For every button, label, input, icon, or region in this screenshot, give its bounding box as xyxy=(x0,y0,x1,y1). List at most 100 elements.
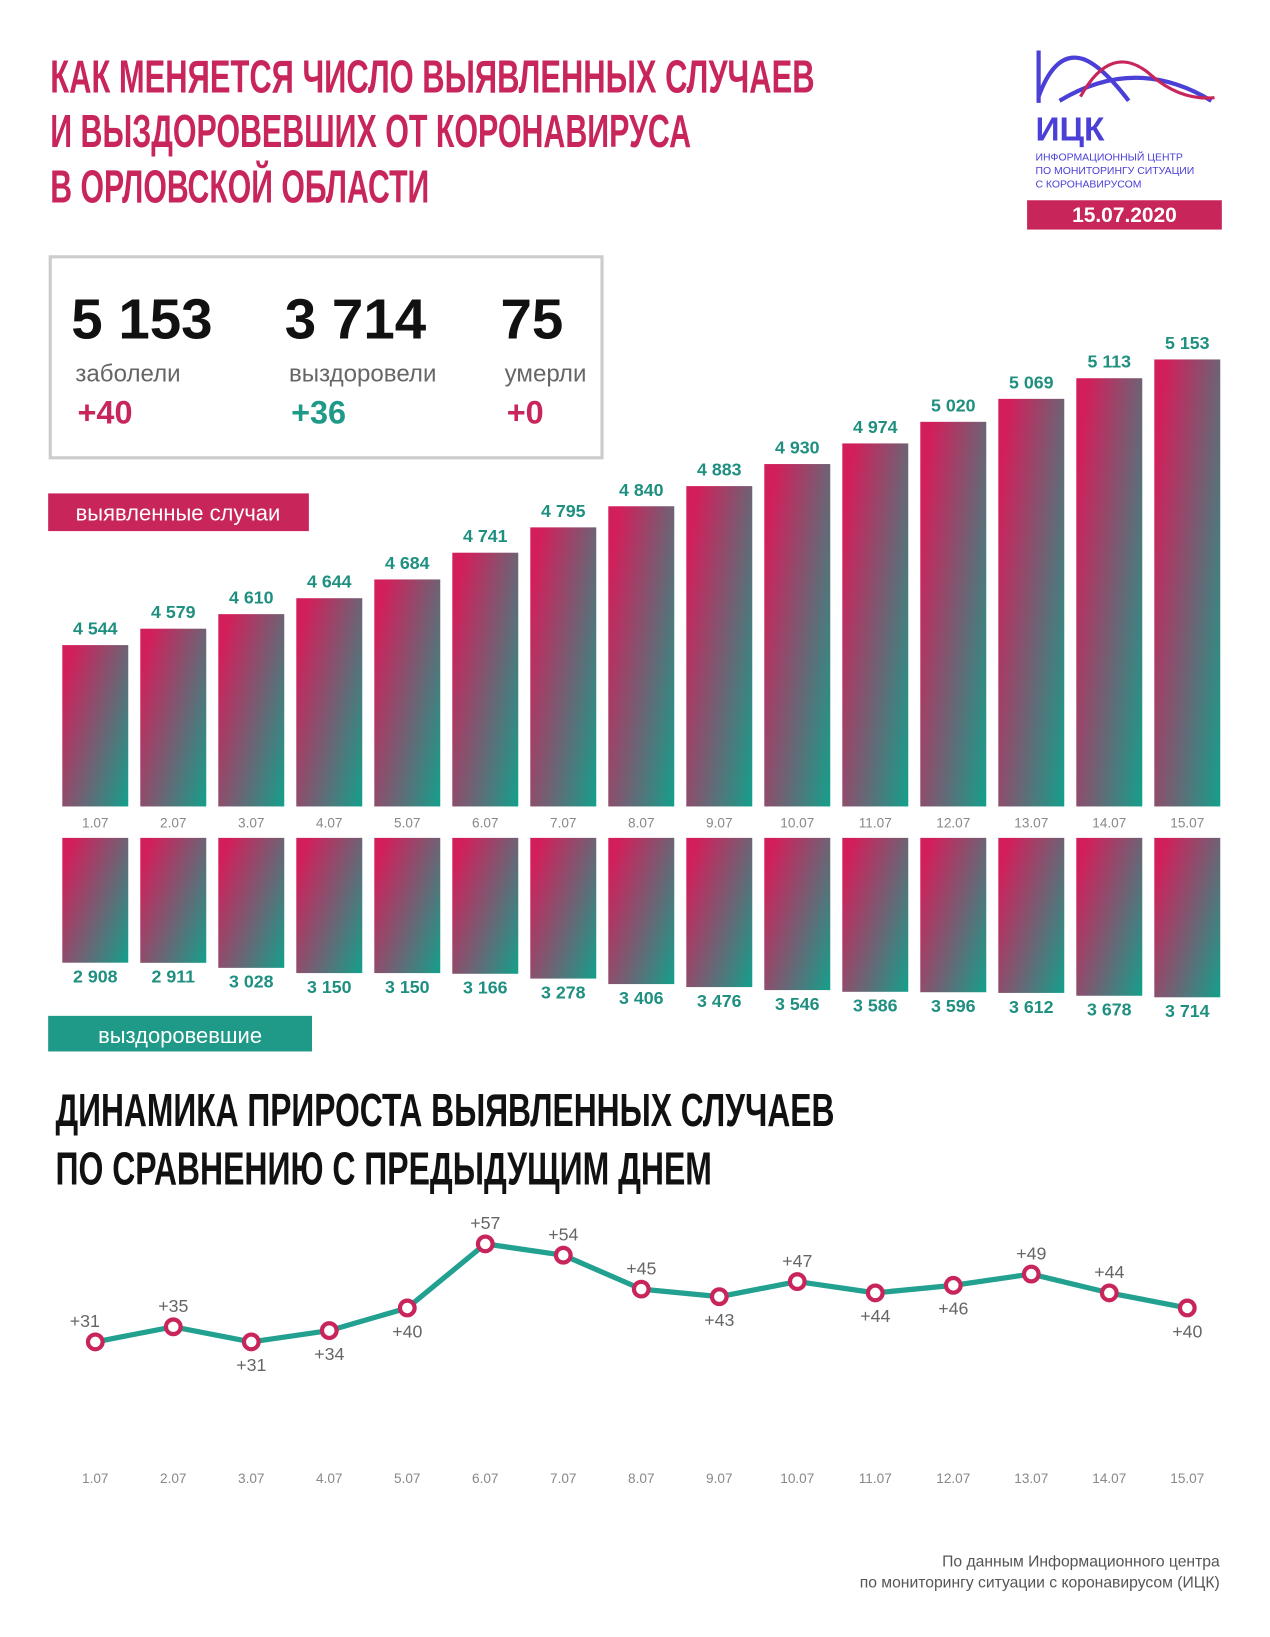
x-tick-label: 12.07 xyxy=(936,1471,970,1486)
x-tick-label: 15.07 xyxy=(1170,815,1204,830)
marker xyxy=(163,1317,183,1337)
x-tick-label: 1.07 xyxy=(82,815,109,830)
value-label: +44 xyxy=(1094,1262,1124,1282)
bar xyxy=(920,421,987,807)
value-label: +40 xyxy=(392,1321,422,1341)
x-tick-label: 7.07 xyxy=(550,1471,576,1486)
marker xyxy=(943,1275,963,1295)
x-tick-label: 6.07 xyxy=(472,815,499,830)
value-label: 3 150 xyxy=(385,977,430,997)
legend-label: выявленные случаи xyxy=(76,501,281,526)
x-tick-label: 14.07 xyxy=(1092,1471,1126,1486)
x-tick-label: 11.07 xyxy=(859,815,892,830)
value-label: +40 xyxy=(1172,1321,1202,1341)
title-line: В ОРЛОВСКОЙ ОБЛАСТИ xyxy=(50,160,429,212)
x-tick-label: 5.07 xyxy=(394,815,421,830)
stat-label: заболели xyxy=(75,360,180,387)
x-tick-label: 4.07 xyxy=(316,1471,343,1486)
section-title: ПО СРАВНЕНИЮ С ПРЕДЫДУЩИМ ДНЕМ xyxy=(55,1142,711,1194)
value-label: 3 278 xyxy=(541,982,586,1002)
bar xyxy=(608,506,675,807)
logo-wave xyxy=(1079,60,1215,100)
value-label: 4 930 xyxy=(775,438,820,458)
stat-value: 75 xyxy=(500,287,563,350)
title-line: И ВЫЗДОРОВЕВШИХ ОТ КОРОНАВИРУСА xyxy=(50,105,691,157)
footer-line: по мониторингу ситуации с коронавирусом … xyxy=(860,1575,1220,1592)
x-tick-label: 12.07 xyxy=(936,815,970,830)
stat-label: выздоровели xyxy=(289,360,436,387)
x-tick-label: 10.07 xyxy=(780,1471,814,1486)
logo-abbr: ИЦК xyxy=(1035,112,1105,149)
x-tick-label: 14.07 xyxy=(1092,815,1126,830)
value-label: +46 xyxy=(938,1299,968,1319)
value-label: +43 xyxy=(704,1310,734,1330)
title: КАК МЕНЯЕТСЯ ЧИСЛО ВЫЯВЛЕННЫХ СЛУЧАЕВ И … xyxy=(50,50,814,212)
x-tick-label: 2.07 xyxy=(160,815,187,830)
x-tick-label: 2.07 xyxy=(160,1471,187,1486)
bar xyxy=(374,837,441,974)
marker xyxy=(787,1272,807,1292)
logo: ИЦК ИНФОРМАЦИОННЫЙ ЦЕНТР ПО МОНИТОРИНГУ … xyxy=(1027,50,1222,230)
x-tick-label: 13.07 xyxy=(1014,815,1048,830)
value-label: 3 612 xyxy=(1009,997,1054,1017)
value-label: +57 xyxy=(470,1213,500,1233)
bar xyxy=(1076,378,1143,807)
bar xyxy=(218,614,285,807)
logo-text: ИНФОРМАЦИОННЫЙ ЦЕНТР xyxy=(1035,150,1182,163)
x-tick-label: 7.07 xyxy=(550,815,576,830)
bar xyxy=(920,837,987,993)
value-label: 2 911 xyxy=(152,967,196,987)
stat-delta: +40 xyxy=(77,394,132,430)
x-tick-label: 1.07 xyxy=(82,1471,109,1486)
value-label: 5 153 xyxy=(1165,333,1210,353)
value-label: +54 xyxy=(548,1225,578,1245)
value-label: 3 714 xyxy=(1165,1001,1210,1021)
value-label: +44 xyxy=(860,1306,890,1326)
marker xyxy=(475,1234,495,1254)
charts: 4 544 1.07 4 579 2.07 4 610 3.07 4 644 4.07 4 68… xyxy=(48,333,1221,1486)
legend-tag xyxy=(48,493,309,532)
x-tick-label: 13.07 xyxy=(1014,1471,1048,1486)
bar xyxy=(686,486,753,807)
x-tick-label: 6.07 xyxy=(472,1471,499,1486)
bar xyxy=(452,552,519,807)
value-label: 3 166 xyxy=(463,978,508,998)
marker xyxy=(553,1245,573,1265)
x-tick-label: 4.07 xyxy=(316,815,343,830)
stat-delta: +36 xyxy=(291,394,346,430)
value-label: 3 406 xyxy=(619,988,664,1008)
bar xyxy=(374,579,441,807)
bar xyxy=(296,598,363,807)
bar xyxy=(1154,837,1221,998)
marker xyxy=(631,1279,651,1299)
marker xyxy=(865,1283,885,1303)
bar xyxy=(530,837,597,979)
x-tick-label: 3.07 xyxy=(238,1471,264,1486)
marker xyxy=(241,1332,261,1352)
date: 15.07.2020 xyxy=(1072,204,1177,227)
logo-wave xyxy=(1036,50,1213,103)
legend-tag xyxy=(48,1015,313,1052)
marker xyxy=(709,1287,729,1307)
stats-box xyxy=(48,255,604,460)
bar xyxy=(62,645,129,807)
value-label: +31 xyxy=(236,1355,266,1375)
footer: По данным Информационного центра по мони… xyxy=(860,1554,1220,1592)
bar xyxy=(608,837,675,985)
bar xyxy=(998,837,1065,993)
value-label: 4 684 xyxy=(385,553,430,573)
value-label: +31 xyxy=(70,1311,100,1331)
value-label: 3 028 xyxy=(229,972,274,992)
bar xyxy=(842,837,909,992)
value-label: +49 xyxy=(1016,1243,1046,1263)
x-tick-label: 3.07 xyxy=(238,815,264,830)
bar xyxy=(998,398,1065,807)
stat-value: 3 714 xyxy=(285,287,427,350)
value-label: 3 586 xyxy=(853,996,898,1016)
x-tick-label: 8.07 xyxy=(628,1471,655,1486)
value-label: 5 069 xyxy=(1009,372,1054,392)
bar xyxy=(842,443,909,807)
